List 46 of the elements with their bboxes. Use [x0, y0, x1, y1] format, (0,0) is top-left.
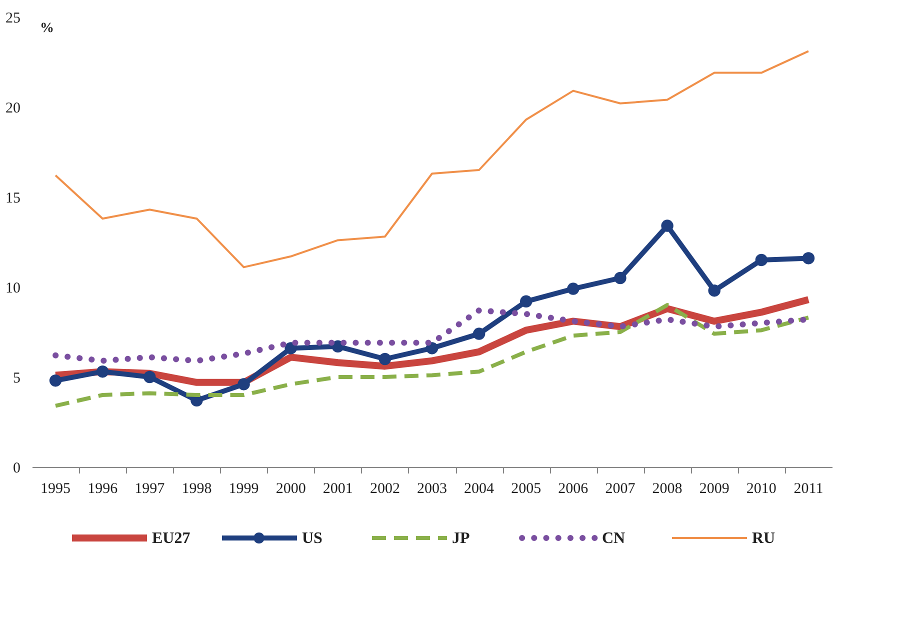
point [755, 254, 768, 266]
legend-label: JP [452, 530, 470, 547]
x-tick-label: 1995 [40, 481, 71, 497]
y-tick-label: 15 [6, 190, 20, 206]
x-tick-label: 1998 [182, 481, 212, 497]
point [378, 352, 392, 366]
y-tick-label: 10 [6, 280, 20, 296]
x-tick-label: 2002 [370, 481, 400, 497]
x-tick-label: 2005 [511, 481, 542, 497]
point [614, 272, 626, 284]
x-tick-label: 2007 [605, 481, 636, 497]
point [238, 378, 250, 390]
x-tick-label: 2011 [794, 481, 824, 497]
point [96, 365, 109, 378]
x-tick-label: 2001 [322, 481, 353, 497]
line-series [54, 50, 810, 268]
x-tick-label: 2003 [417, 481, 447, 497]
y-tick-label: 5 [13, 370, 20, 386]
x-tick-label: 1999 [228, 481, 259, 497]
x-tick-label: 2008 [652, 481, 682, 497]
point [802, 252, 815, 264]
y-axis-title: % [40, 21, 54, 36]
point [284, 342, 297, 354]
point [144, 370, 156, 384]
x-tick-label: 1996 [88, 481, 118, 497]
x-tick-label: 1997 [134, 481, 166, 497]
legend-label: US [302, 530, 323, 547]
point [49, 374, 62, 387]
x-tick-label: 2009 [699, 481, 730, 497]
line-series [54, 303, 810, 408]
y-tick-label: 20 [6, 100, 20, 116]
point [708, 284, 720, 297]
point [472, 328, 486, 340]
x-tick-label: 2000 [276, 481, 306, 497]
x-tick-label: 2006 [558, 481, 589, 497]
legend-label: EU27 [152, 530, 190, 547]
point [661, 220, 674, 232]
x-tick-label: 2004 [464, 481, 495, 497]
legend-label: RU [752, 530, 776, 547]
y-tick-label: 0 [13, 460, 20, 476]
legend-label: CN [602, 530, 626, 547]
point [567, 282, 580, 295]
x-tick-label: 2010 [746, 481, 776, 497]
point [520, 295, 532, 308]
point [426, 342, 438, 354]
y-tick-label: 25 [6, 10, 20, 26]
